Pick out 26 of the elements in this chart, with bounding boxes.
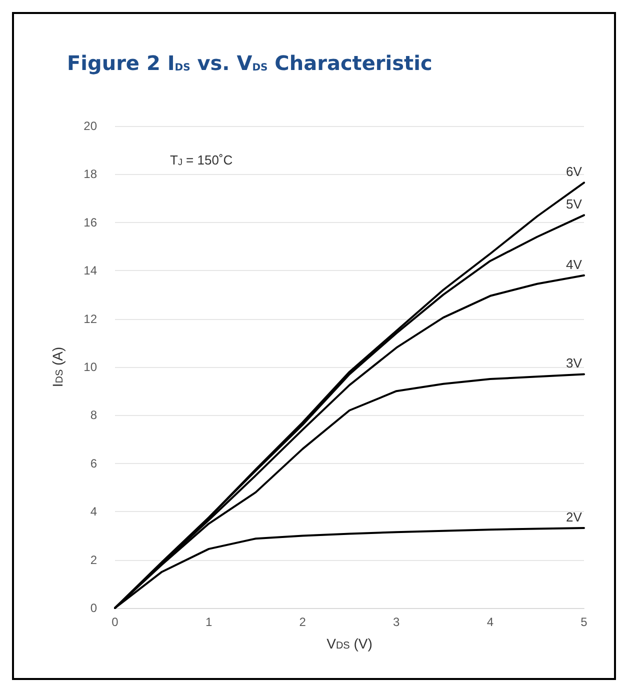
series-label: 3V xyxy=(566,356,582,371)
x-tick-label: 3 xyxy=(393,615,400,629)
y-tick-label: 18 xyxy=(84,167,98,182)
x-tick-label: 4 xyxy=(486,615,494,629)
y-tick-label: 0 xyxy=(90,601,98,615)
y-tick-label: 16 xyxy=(84,215,98,230)
y-tick-label: 20 xyxy=(84,119,98,133)
x-tick-label: 5 xyxy=(580,615,588,629)
y-tick-label: 14 xyxy=(84,264,98,278)
series-label: 6V xyxy=(566,164,582,180)
y-tick-label: 6 xyxy=(90,456,98,470)
series-label: 4V xyxy=(566,256,582,272)
y-axis-title: IDS (A) xyxy=(50,346,66,388)
y-tick-label: 8 xyxy=(90,408,98,422)
chart-title: Figure 2 IDS vs. VDS Characteristic xyxy=(67,51,432,75)
y-tick-label: 2 xyxy=(90,552,98,567)
x-axis-title: VDS (V) xyxy=(326,635,372,652)
series-label: 5V xyxy=(566,196,582,212)
x-tick-label: 2 xyxy=(299,615,306,629)
y-tick-label: 12 xyxy=(84,312,98,326)
y-tick-label: 4 xyxy=(90,504,98,519)
y-tick-label: 10 xyxy=(84,360,98,374)
x-tick-label: 0 xyxy=(112,615,119,629)
x-tick-label: 1 xyxy=(205,615,212,629)
series-label: 2V xyxy=(566,509,582,524)
annotation: TJ = 150˚C xyxy=(170,152,233,168)
